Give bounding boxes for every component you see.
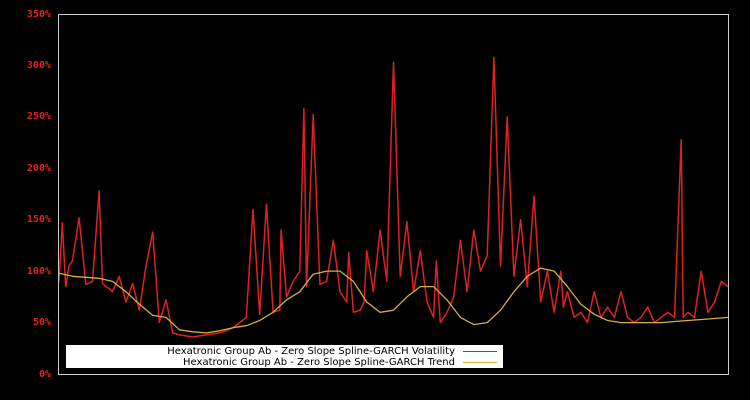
- legend-item-trend: Hexatronic Group Ab - Zero Slope Spline-…: [183, 357, 497, 368]
- trend-line: [58, 267, 729, 334]
- legend-swatch-red: [463, 351, 497, 352]
- legend-label: Hexatronic Group Ab - Zero Slope Spline-…: [167, 346, 455, 357]
- y-tick-label: 350%: [26, 9, 51, 20]
- series-layer: [58, 56, 729, 338]
- legend: Hexatronic Group Ab - Zero Slope Spline-…: [66, 345, 503, 368]
- y-tick-label: 0%: [38, 369, 51, 380]
- legend-label: Hexatronic Group Ab - Zero Slope Spline-…: [183, 357, 455, 368]
- y-tick-label: 300%: [26, 60, 51, 71]
- y-tick-label: 250%: [26, 111, 51, 122]
- volatility-line: [58, 56, 729, 338]
- legend-swatch-gold: [463, 362, 497, 363]
- legend-item-volatility: Hexatronic Group Ab - Zero Slope Spline-…: [167, 346, 497, 357]
- y-tick-label: 50%: [32, 317, 51, 328]
- y-tick-label: 200%: [26, 163, 51, 174]
- y-tick-label: 150%: [26, 214, 51, 225]
- y-tick-label: 100%: [26, 266, 51, 277]
- plot-frame: [58, 14, 729, 375]
